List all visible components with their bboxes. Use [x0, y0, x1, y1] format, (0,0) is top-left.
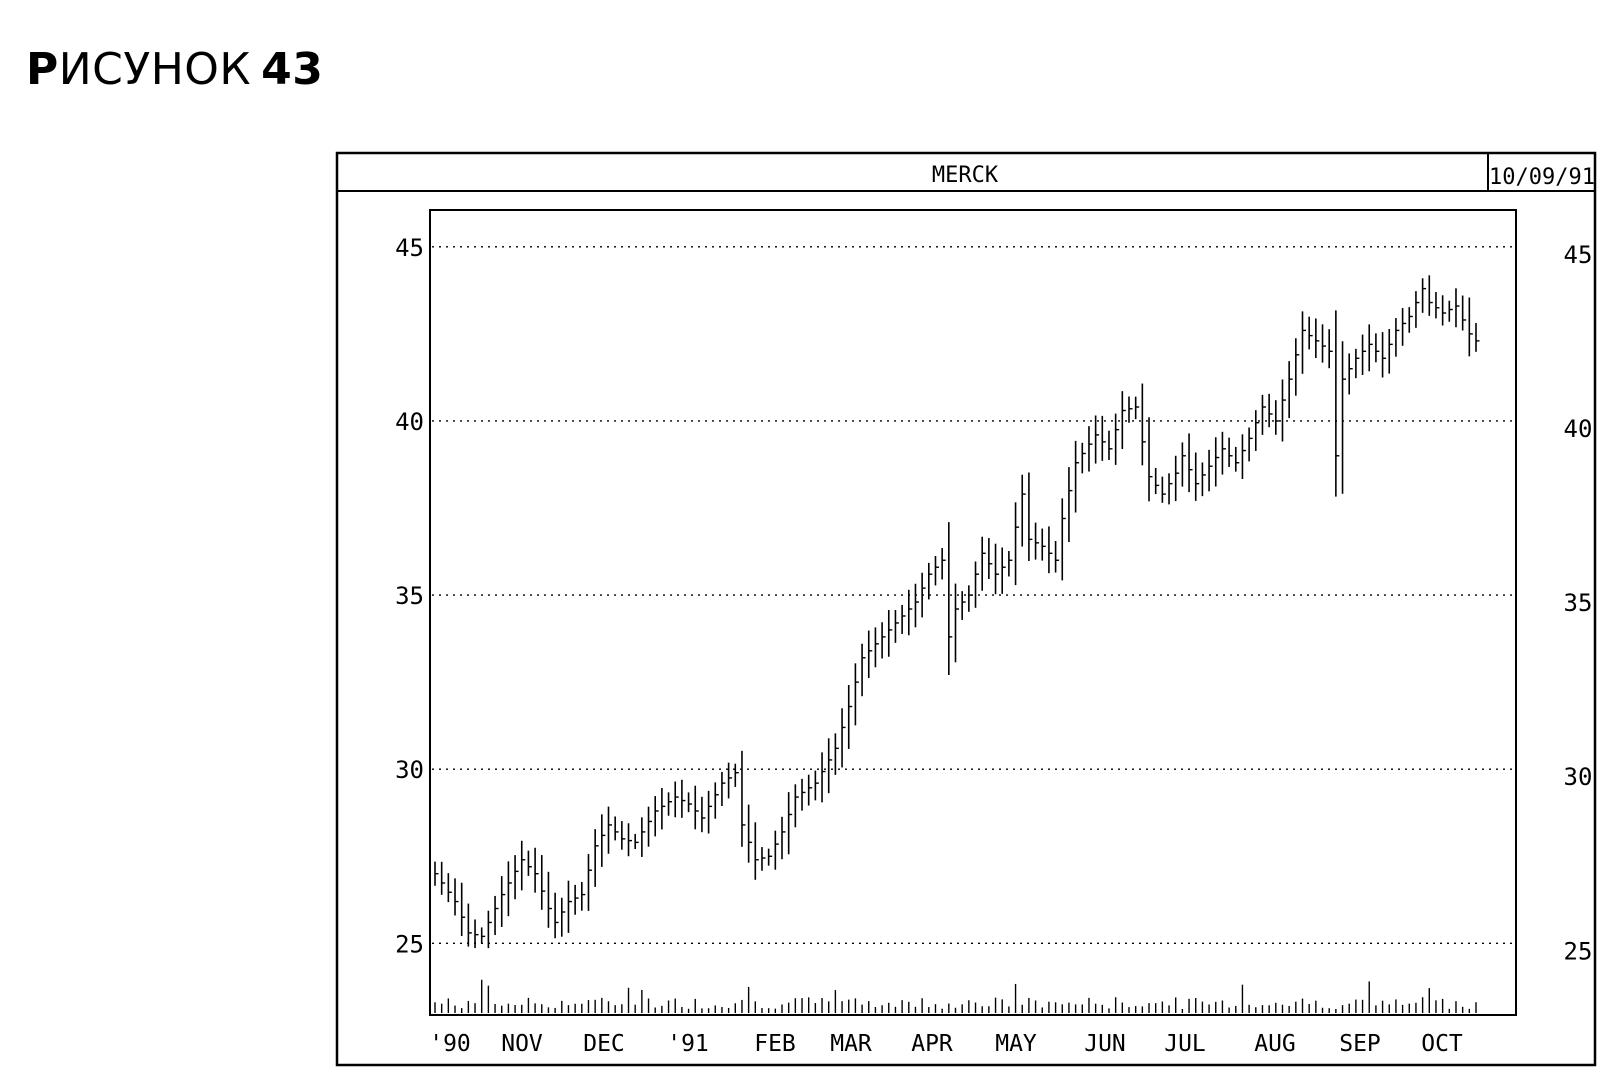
plot-area	[429, 209, 1517, 1016]
x-tick-label-10: AUG	[1254, 1031, 1296, 1057]
x-tick-label-5: MAR	[830, 1031, 872, 1057]
figure-label-text: ИСУНОК	[58, 44, 252, 95]
y-tick-left-30: 30	[395, 756, 424, 784]
x-tick-label-1: NOV	[501, 1031, 543, 1057]
x-axis-labels: '90 NOV DEC '91 FEB MAR APR MAY JUN JUL AUG SEP OCT	[429, 1031, 1463, 1057]
y-tick-left-40: 40	[395, 408, 424, 436]
figure-label: РИСУНОК 43	[26, 44, 323, 95]
y-tick-right-25: 25	[1564, 937, 1593, 965]
x-tick-label-11: SEP	[1339, 1031, 1381, 1057]
x-tick-label-4: FEB	[754, 1031, 796, 1057]
chart-title: MERCK	[932, 163, 999, 188]
y-tick-right-35: 35	[1564, 589, 1593, 617]
x-tick-label-7: MAY	[995, 1031, 1037, 1057]
figure-label-cap: Р	[26, 44, 59, 95]
x-tick-label-8: JUN	[1084, 1031, 1126, 1057]
right-y-axis-labels: 25 30 35 40 45	[1564, 241, 1593, 966]
y-tick-right-40: 40	[1564, 415, 1593, 443]
x-tick-label-2: DEC	[583, 1031, 625, 1057]
y-tick-right-45: 45	[1564, 241, 1593, 269]
y-tick-left-25: 25	[395, 930, 424, 958]
y-tick-left-35: 35	[395, 582, 424, 610]
y-tick-right-30: 30	[1564, 763, 1593, 791]
x-tick-label-6: APR	[911, 1031, 953, 1057]
chart-frame	[335, 151, 1597, 1067]
chart-date: 10/09/91	[1489, 165, 1595, 190]
volume-bars	[434, 979, 1477, 1013]
figure-number: 43	[261, 44, 324, 95]
left-y-axis-labels: 25 30 35 40 45	[395, 234, 424, 959]
y-tick-left-45: 45	[395, 234, 424, 262]
x-tick-label-0: '90	[429, 1031, 471, 1057]
x-tick-label-3: '91	[667, 1031, 709, 1057]
grid-lines	[432, 246, 1514, 945]
price-bars	[434, 275, 1480, 949]
x-tick-label-9: JUL	[1164, 1031, 1206, 1057]
x-tick-label-12: OCT	[1421, 1031, 1463, 1057]
